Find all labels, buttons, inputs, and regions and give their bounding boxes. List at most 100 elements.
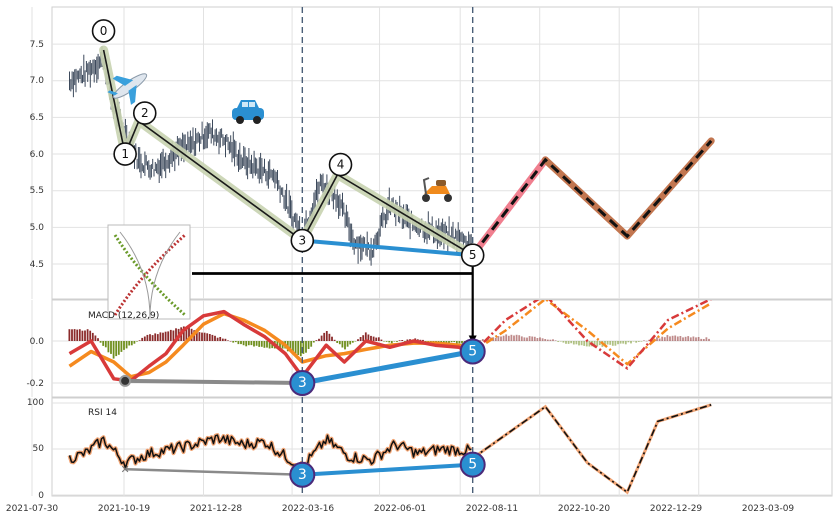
macd-bar: [354, 341, 357, 342]
macd-bar: [614, 341, 617, 346]
x-tick-label: 2021-12-28: [190, 504, 243, 514]
macd-bar: [523, 337, 526, 341]
macd-forecast: [471, 300, 712, 370]
macd-bar: [258, 341, 261, 347]
macd-bar: [182, 326, 185, 341]
macd-bar: [141, 337, 144, 341]
rsi-divergence-blue: [302, 462, 473, 477]
macd-bar: [323, 332, 326, 341]
macd-bar: [260, 341, 263, 347]
macd-bar: [242, 341, 245, 346]
macd-divergence-start: [119, 374, 132, 387]
macd-bar: [185, 327, 188, 341]
macd-bar: [89, 330, 92, 341]
macd-bar: [531, 336, 534, 341]
macd-bar: [154, 333, 157, 341]
macd-line: [68, 309, 474, 383]
macd-bar: [328, 333, 331, 341]
y-tick-label: 6.0: [30, 150, 45, 160]
macd-bar: [663, 337, 666, 341]
y-tick-label: 7.5: [30, 40, 44, 50]
macd-bar: [138, 340, 141, 341]
macd-bar: [164, 331, 167, 341]
macd-bar: [346, 341, 349, 347]
macd-bar: [312, 341, 315, 343]
macd-bar: [294, 341, 297, 354]
macd-bar: [388, 341, 391, 343]
macd-bar: [702, 339, 705, 341]
y-tick-label: 7.0: [30, 76, 45, 86]
y-tick-label: 6.5: [30, 113, 44, 123]
macd-bar: [229, 341, 232, 342]
macd-bar: [622, 341, 625, 344]
macd-bar: [705, 337, 708, 341]
macd-bar: [450, 341, 453, 343]
macd-bar: [375, 337, 378, 341]
macd-y-ticks: -0.2 0.0: [26, 337, 44, 389]
macd-bar: [598, 341, 601, 346]
macd-bar: [546, 339, 549, 341]
macd-bar: [481, 339, 484, 341]
macd-bar: [393, 341, 396, 342]
macd-bar: [448, 341, 450, 344]
macd-bar: [91, 332, 94, 341]
macd-bar: [604, 341, 606, 346]
macd-bar: [299, 341, 302, 357]
x-axis-ticks: 2021-07-30 2021-10-19 2021-12-28 2022-03…: [6, 504, 795, 514]
macd-bar: [552, 339, 554, 341]
macd-bar: [120, 341, 123, 352]
macd-bar: [310, 341, 313, 347]
wave-point-marker: [91, 19, 116, 43]
y-tick-label: 4.5: [30, 260, 44, 270]
macd-bar: [276, 341, 279, 349]
macd-bar: [640, 341, 643, 342]
y-tick-label: -0.2: [26, 379, 44, 389]
macd-bar: [526, 337, 528, 341]
macd-bar: [409, 339, 411, 341]
overlay-layer: ✕ 3 5 3 5 0 1 2 3 4 5: [91, 7, 486, 496]
macd-bar: [338, 341, 341, 345]
y-tick-label: 5.5: [30, 186, 44, 196]
x-tick-label: 2022-10-20: [558, 504, 611, 514]
macd-bar: [593, 341, 596, 348]
macd-bar: [708, 338, 710, 341]
x-tick-label: 2022-08-11: [466, 504, 518, 514]
macd-bar: [211, 334, 214, 341]
macd-bar: [611, 341, 614, 346]
macd-bar: [557, 341, 560, 342]
macd-bar: [266, 341, 268, 348]
macd-bar: [318, 338, 320, 341]
macd-bar: [377, 337, 380, 341]
x-tick-label: 2022-03-16: [282, 504, 335, 514]
macd-bar: [94, 335, 97, 341]
macd-layer: [68, 300, 712, 383]
macd-bar: [380, 339, 383, 341]
macd-bar: [671, 335, 674, 341]
macd-bar: [549, 339, 552, 341]
macd-bar: [497, 336, 500, 341]
macd-bar: [609, 341, 612, 345]
macd-bar: [661, 336, 664, 341]
macd-bar: [159, 332, 162, 341]
scooter-icon: [422, 177, 452, 202]
macd-bar: [692, 336, 695, 341]
macd-bar: [97, 338, 99, 341]
inset-thumbnail: [107, 224, 191, 320]
macd-bar: [666, 335, 669, 341]
macd-bar: [162, 332, 164, 341]
wave-point-marker: [328, 152, 353, 177]
macd-bar: [455, 341, 458, 345]
macd-bar: [635, 341, 638, 343]
macd-bar: [502, 335, 505, 341]
divergence-badge: [289, 461, 316, 488]
divergence-badge-label: 3: [298, 467, 307, 483]
macd-bar: [588, 341, 591, 347]
macd-bar: [562, 341, 565, 343]
macd-bar: [81, 330, 84, 341]
macd-bar: [700, 338, 703, 341]
macd-bar: [367, 334, 370, 341]
macd-bar: [544, 339, 547, 341]
macd-bar: [156, 334, 159, 341]
macd-bar: [536, 338, 539, 341]
macd-bar: [78, 329, 81, 341]
